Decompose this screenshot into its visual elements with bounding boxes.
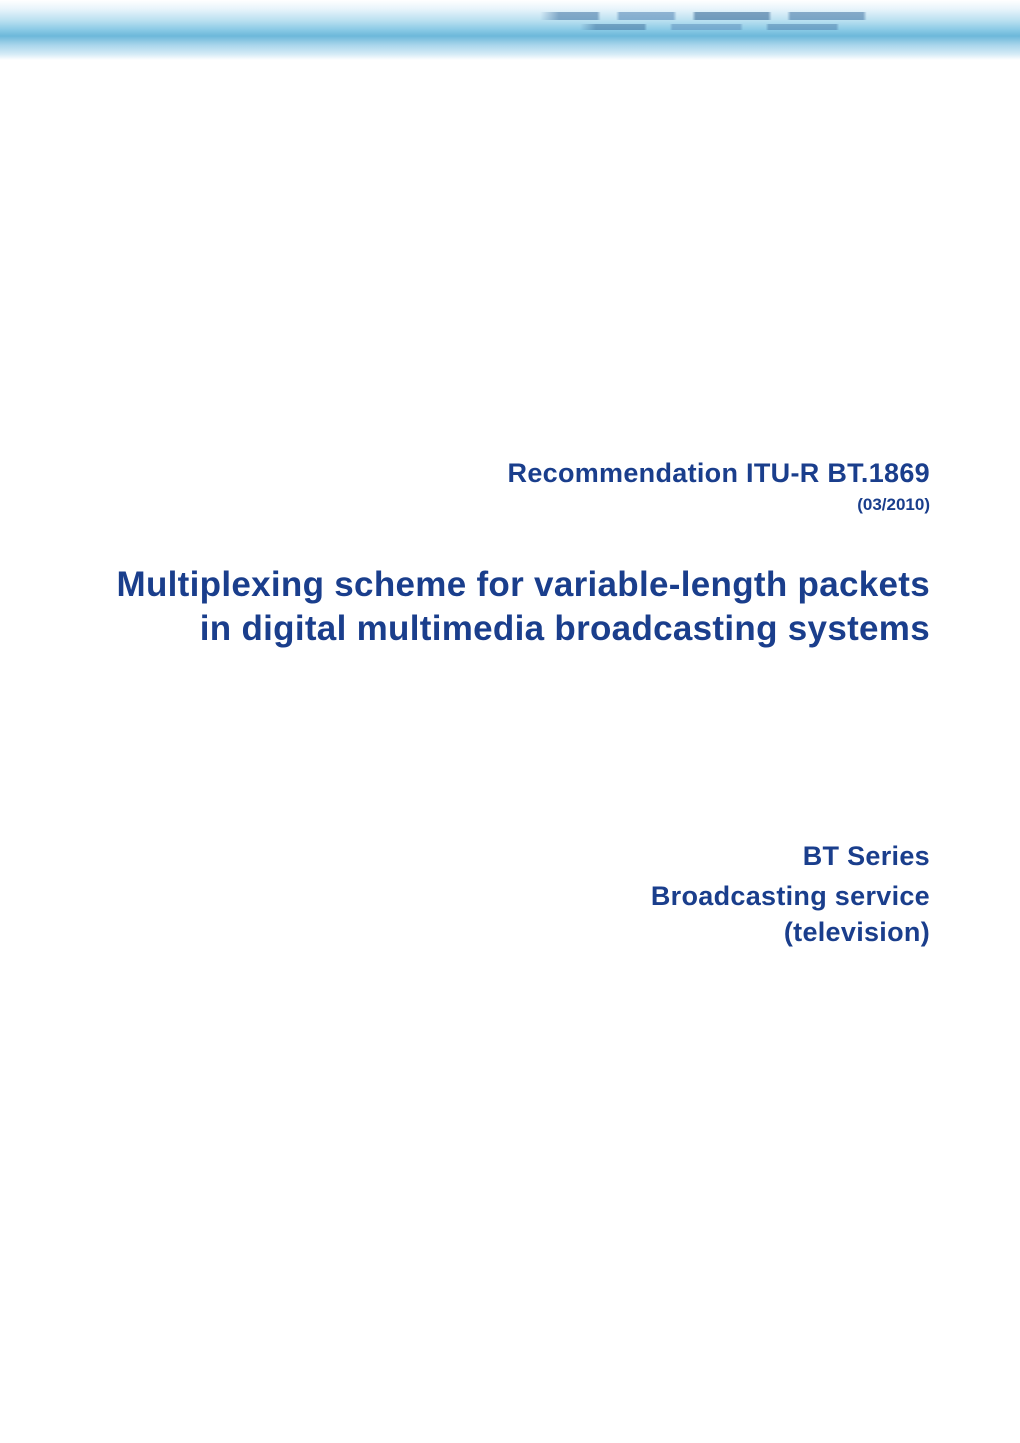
- series-name: BT Series: [110, 841, 930, 872]
- recommendation-date: (03/2010): [110, 495, 930, 515]
- header-banner: [0, 0, 1020, 60]
- series-description-line2: (television): [784, 917, 930, 947]
- series-description: Broadcasting service (television): [110, 878, 930, 951]
- document-title: Multiplexing scheme for variable-length …: [110, 563, 930, 651]
- recommendation-title: Recommendation ITU-R BT.1869: [110, 458, 930, 489]
- series-block: BT Series Broadcasting service (televisi…: [110, 841, 930, 951]
- recommendation-block: Recommendation ITU-R BT.1869 (03/2010): [110, 458, 930, 515]
- content-area: Recommendation ITU-R BT.1869 (03/2010) M…: [0, 458, 1020, 950]
- series-description-line1: Broadcasting service: [651, 881, 930, 911]
